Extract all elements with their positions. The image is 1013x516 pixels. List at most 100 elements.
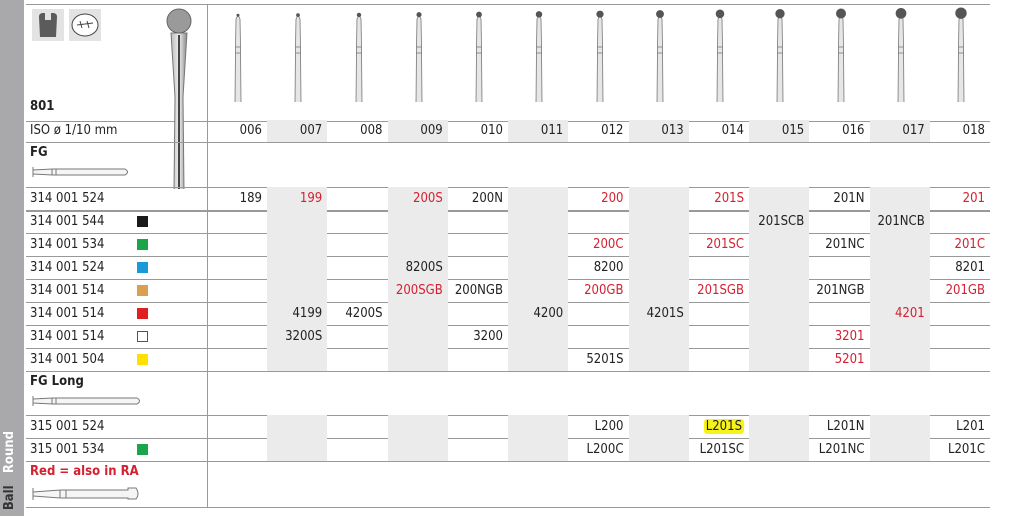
order-code[interactable]: 4199 (267, 302, 327, 325)
order-code[interactable]: 200C (569, 233, 629, 256)
order-code[interactable]: 200 (569, 187, 629, 210)
color-ring-swatch (137, 444, 148, 455)
grey-column-band (749, 438, 810, 461)
grey-column-band (869, 438, 930, 461)
article-row: 314 001 514 4199 4200S 4200 4201S 4201 (26, 302, 990, 326)
bur-image (234, 13, 242, 102)
order-code[interactable]: 200S (388, 187, 448, 210)
order-code-text: 200C (593, 237, 624, 252)
order-code[interactable]: 4200S (328, 302, 388, 325)
order-code[interactable]: 4201 (870, 302, 930, 325)
order-code-text: 201C (954, 237, 986, 252)
order-code-text: 189 (239, 191, 262, 206)
product-number: 801 (30, 99, 55, 114)
order-code[interactable]: L201N (810, 415, 870, 438)
order-code[interactable]: L201C (930, 438, 990, 461)
order-code-text: 199 (299, 191, 323, 206)
order-code[interactable]: 201NGB (810, 279, 870, 302)
grey-column-band (869, 415, 930, 438)
column-divider (207, 4, 208, 507)
shank-icon (32, 396, 140, 406)
order-code[interactable]: 3201 (810, 325, 870, 348)
grey-column-band (508, 233, 569, 256)
order-code[interactable]: 200SGB (388, 279, 448, 302)
order-code[interactable]: 201 (930, 187, 990, 210)
size-header-018: 018 (962, 123, 985, 138)
article-number: 314 001 524 (30, 260, 105, 275)
order-code[interactable]: 5201 (810, 348, 870, 371)
order-code[interactable]: 201SCB (749, 210, 809, 233)
grey-column-band (387, 415, 448, 438)
grey-column-band (267, 279, 328, 302)
order-code[interactable]: 201SC (689, 233, 749, 256)
order-code[interactable]: 3200S (267, 325, 327, 348)
grey-column-band (267, 348, 328, 371)
grey-column-band (628, 325, 689, 348)
order-code[interactable]: L201 (930, 415, 990, 438)
order-code[interactable]: L200C (569, 438, 629, 461)
order-code[interactable]: 3200 (448, 325, 508, 348)
color-ring-swatch (137, 262, 148, 273)
order-code-text: 201NGB (816, 283, 865, 298)
size-header-013: 013 (661, 123, 684, 138)
grey-column-band (508, 279, 569, 302)
order-code[interactable]: 189 (207, 187, 267, 210)
article-number: 314 001 514 (30, 329, 105, 344)
order-code-text: L201S (703, 419, 744, 434)
article-row: 314 001 524 189 199 200S 200N 200 201S 201N 201 (26, 187, 990, 212)
grey-column-band (869, 120, 930, 142)
order-code-text: L201C (947, 442, 985, 457)
order-code[interactable]: 201C (930, 233, 990, 256)
order-code-text: 201N (833, 191, 865, 206)
order-code-text: L201NC (818, 442, 865, 457)
size-header-009: 009 (420, 123, 443, 138)
order-code[interactable]: 201NC (810, 233, 870, 256)
order-code[interactable]: 200N (448, 187, 508, 210)
grey-column-band (869, 348, 930, 371)
order-code[interactable]: 199 (267, 187, 327, 210)
order-code[interactable]: 4201S (629, 302, 689, 325)
order-code-text: 201SGB (697, 283, 744, 298)
order-code-text: 4200 (533, 306, 564, 321)
order-code[interactable]: 5201S (569, 348, 629, 371)
order-code-text: 201NC (825, 237, 865, 252)
grey-column-band (749, 302, 810, 325)
order-code-text: 4201S (646, 306, 684, 321)
iso-size-row: ISO ø 1/10 mm 006 007 008 009 010 011 012 013 014… (26, 120, 990, 143)
order-code[interactable]: 200NGB (448, 279, 508, 302)
order-code[interactable]: L201S (689, 415, 749, 438)
color-ring-swatch (137, 308, 148, 319)
order-code-text: 201SC (706, 237, 744, 252)
order-code[interactable]: 201NCB (870, 210, 930, 233)
order-code-text: 201NCB (877, 214, 925, 229)
order-code[interactable]: L201NC (810, 438, 870, 461)
grey-column-band (508, 348, 569, 371)
crown-prep-icon (32, 9, 64, 41)
order-code[interactable]: 200GB (569, 279, 629, 302)
order-code[interactable]: 8200S (388, 256, 448, 279)
order-code[interactable]: 201N (810, 187, 870, 210)
size-header-016: 016 (842, 123, 865, 138)
section-fg: FG (26, 142, 990, 188)
order-code-text: L200 (594, 419, 624, 434)
order-code[interactable]: L201SC (689, 438, 749, 461)
order-code[interactable]: 4200 (508, 302, 568, 325)
order-code[interactable]: 201SGB (689, 279, 749, 302)
order-code[interactable]: 8200 (569, 256, 629, 279)
order-code-text: 8201 (955, 260, 985, 275)
order-code[interactable]: L200 (569, 415, 629, 438)
grey-column-band (869, 256, 930, 279)
grey-column-band (387, 210, 448, 233)
order-code-text: 200GB (584, 283, 624, 298)
bur-image (294, 13, 302, 102)
order-code[interactable]: 201S (689, 187, 749, 210)
order-code[interactable]: 201GB (930, 279, 990, 302)
order-code-text: 200S (413, 191, 443, 206)
grey-column-band (869, 302, 930, 325)
order-code[interactable]: 8201 (930, 256, 990, 279)
grey-column-band (387, 256, 448, 279)
grey-column-band (628, 415, 689, 438)
order-code-text: L201SC (699, 442, 744, 457)
category-sidebar: Ball Round (0, 0, 24, 516)
color-ring-swatch (137, 354, 148, 365)
